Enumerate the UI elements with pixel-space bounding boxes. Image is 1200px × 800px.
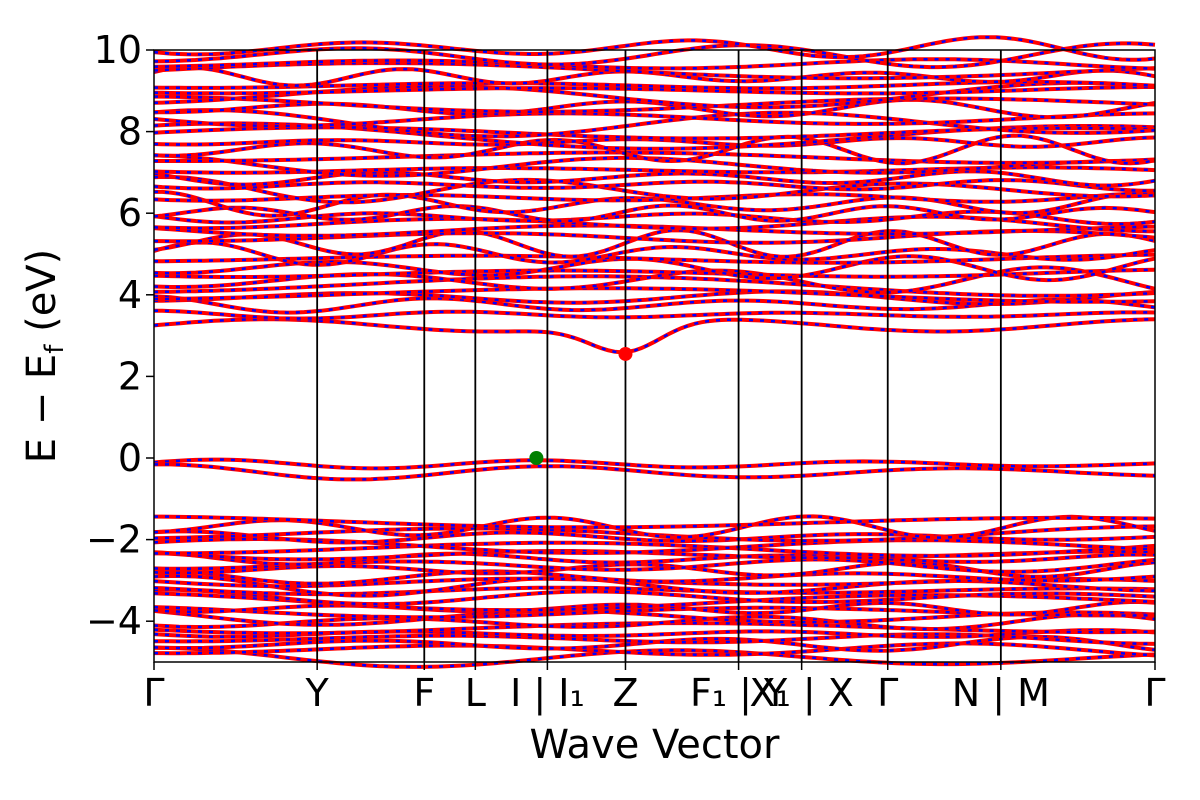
x-tick-label: Γ — [877, 671, 898, 715]
y-tick-label: 10 — [94, 28, 142, 72]
band-line-spin-up — [153, 568, 1156, 585]
x-tick-label: Γ — [143, 671, 164, 715]
band-line-spin-up — [153, 549, 1156, 561]
x-tick-label: Γ — [1144, 671, 1165, 715]
band-line-spin-down — [153, 61, 1156, 81]
band-line-spin-up — [153, 635, 1156, 652]
y-axis-label-tail: (eV) — [19, 249, 65, 345]
band-line-spin-up — [153, 170, 1156, 187]
band-line-spin-up — [153, 191, 1156, 204]
conduction-band-line — [153, 317, 1156, 355]
y-tick-label: −2 — [86, 518, 142, 562]
band-line-spin-up — [154, 151, 1156, 165]
band-line-spin-up — [153, 463, 1156, 481]
band-line-spin-up — [153, 458, 1156, 470]
band-line-spin-down — [153, 457, 1156, 471]
plot-frame — [153, 49, 1156, 663]
y-axis-ticks: 10 8 6 4 2 0 −2 −4 — [86, 28, 154, 643]
y-tick-label: −4 — [86, 599, 142, 643]
band-line-spin-up — [153, 224, 1156, 238]
band-line-spin-up — [153, 621, 1156, 635]
vbm-marker — [529, 451, 544, 465]
band-line-spin-up — [153, 134, 1156, 165]
x-tick-label: X₁ | X — [750, 671, 854, 716]
band-line-spin-up — [153, 551, 1156, 566]
kpoint-divider-lines — [316, 50, 1002, 662]
band-edge-markers — [529, 346, 633, 465]
x-axis-label: Wave Vector — [530, 722, 781, 768]
x-tick-label: F₁ | Y — [690, 671, 788, 716]
band-line-spin-up — [153, 215, 1155, 233]
band-line-spin-up — [153, 204, 1156, 223]
band-line-spin-up — [153, 609, 1156, 627]
band-line-spin-up — [153, 254, 1156, 282]
conduction-band-line — [153, 318, 1156, 354]
band-line-spin-up — [153, 287, 1156, 304]
x-tick-label: F — [413, 671, 435, 715]
band-line-spin-up — [153, 85, 1155, 95]
band-line-spin-up — [153, 613, 1156, 631]
band-line-spin-up — [153, 309, 1156, 320]
x-tick-label: Y — [305, 671, 330, 715]
y-axis-label: E − Ef (eV) — [19, 249, 70, 464]
band-line-spin-up — [153, 175, 1156, 204]
band-line-spin-up — [153, 241, 1156, 267]
band-line-spin-up — [153, 154, 1155, 178]
y-tick-label: 4 — [118, 273, 142, 317]
band-line-spin-up — [153, 632, 1156, 646]
band-line-spin-up — [153, 515, 1156, 539]
band-line-spin-up — [153, 228, 1156, 258]
band-lines-group — [153, 35, 1156, 669]
cbm-marker — [618, 346, 633, 361]
band-line-spin-up — [153, 136, 1156, 149]
band-line-spin-up — [153, 35, 1156, 62]
band-line-spin-up — [153, 253, 1156, 264]
band-line-spin-up — [153, 126, 1156, 140]
band-line-spin-up — [154, 642, 1156, 657]
y-tick-label: 6 — [118, 191, 142, 235]
band-line-spin-up — [153, 268, 1156, 279]
y-tick-label: 2 — [118, 354, 142, 398]
band-line-spin-up — [154, 95, 1156, 113]
y-tick-label: 0 — [118, 436, 142, 480]
y-tick-label: 8 — [118, 110, 142, 154]
band-line-spin-up — [153, 530, 1156, 544]
x-tick-label: Z — [612, 671, 638, 715]
band-line-spin-up — [153, 112, 1156, 128]
band-line-spin-up — [153, 108, 1156, 138]
band-line-spin-up — [153, 275, 1156, 298]
band-line-spin-up — [153, 577, 1156, 588]
band-line-spin-up — [153, 525, 1156, 543]
band-line-spin-up — [153, 57, 1156, 70]
x-tick-label: N | M — [952, 671, 1050, 716]
band-line-spin-up — [153, 178, 1156, 193]
band-line-spin-up — [153, 588, 1156, 606]
x-tick-label: I | I₁ — [510, 671, 585, 716]
y-axis-label-sub: f — [40, 344, 70, 354]
band-line-spin-up — [153, 605, 1156, 619]
x-tick-label: L — [465, 671, 486, 715]
band-line-spin-up — [154, 515, 1156, 529]
band-line-spin-up — [153, 600, 1156, 616]
band-line-spin-up — [154, 541, 1156, 558]
y-axis-label-main: E − E — [19, 354, 65, 464]
band-line-spin-up — [153, 80, 1156, 90]
